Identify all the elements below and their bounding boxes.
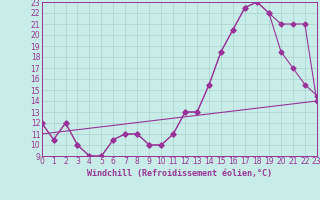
X-axis label: Windchill (Refroidissement éolien,°C): Windchill (Refroidissement éolien,°C) [87,169,272,178]
